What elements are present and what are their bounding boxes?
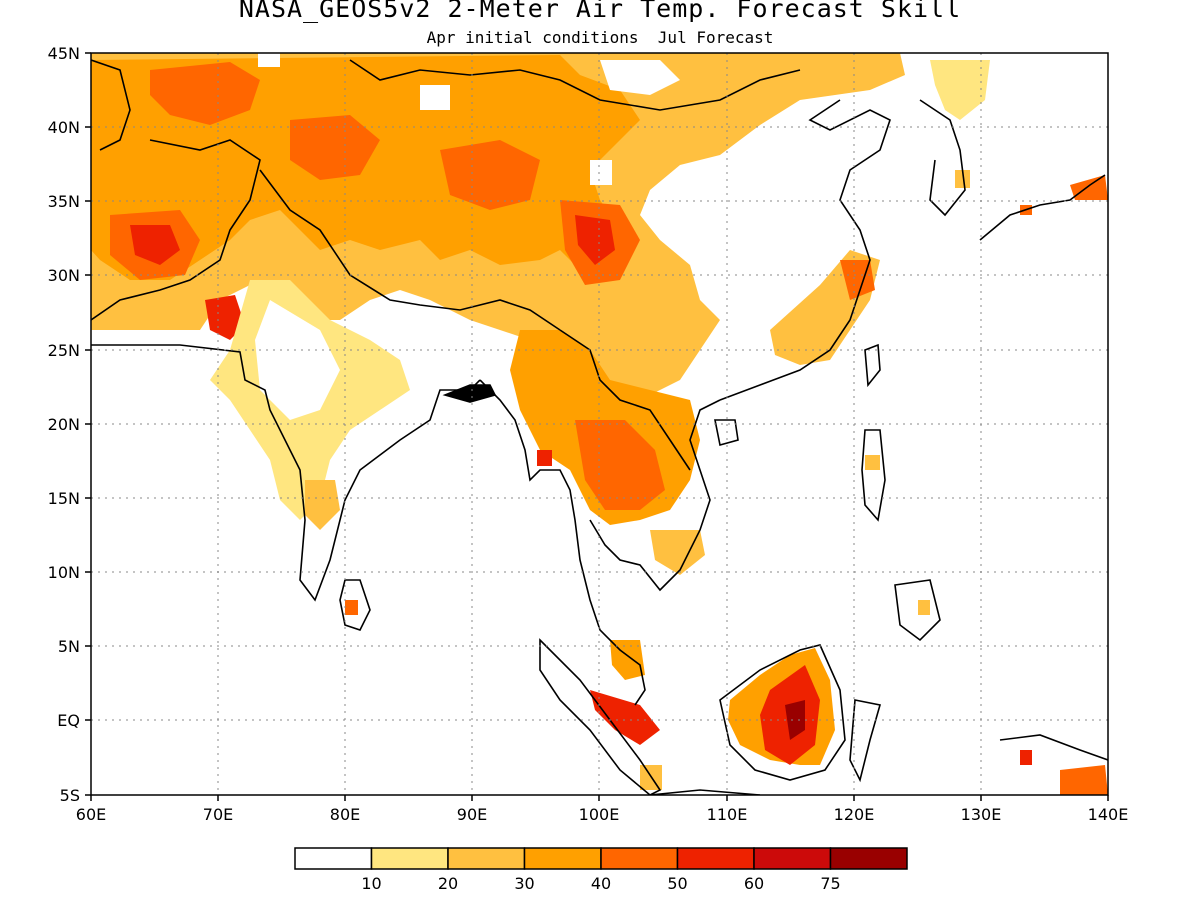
lat-tick-labels: 45N 40N 35N 30N 25N 20N 15N 10N 5N EQ 5S [48, 44, 80, 805]
skill-gap-qinghai [590, 160, 612, 185]
border-himalaya [259, 169, 561, 331]
lat-tick-label: 40N [48, 118, 80, 137]
skill-gap-india [255, 300, 340, 420]
coastline-bay-of-bengal-east [479, 379, 646, 706]
coastline-india [91, 344, 481, 602]
coastlines [91, 59, 1108, 795]
lon-tick-label: 60E [76, 805, 106, 824]
skill-gap-kazakh [258, 53, 280, 67]
colorbar-box [753, 847, 832, 870]
lon-tick-label: 140E [1088, 805, 1129, 824]
lat-tick-label: 45N [48, 44, 80, 63]
border-iran-afghan [91, 139, 261, 321]
coastline-taiwan [864, 343, 881, 388]
skill-region-india-south [305, 480, 340, 530]
lat-tick-label: 30N [48, 266, 80, 285]
skill-hotspot-new-guinea [1060, 765, 1108, 795]
coastline-hainan [714, 419, 739, 447]
lon-tick-labels: 60E 70E 80E 90E 100E 110E 120E 130E 140E [76, 805, 1129, 824]
coastline-srilanka [339, 579, 371, 631]
coastline-borneo [719, 644, 846, 781]
border-caspian [91, 59, 131, 151]
grid-lines [91, 53, 1108, 795]
skill-region-malaya [610, 640, 645, 680]
skill-hotspot-myanmar [537, 450, 552, 466]
skill-hotspot-pakistan [205, 295, 245, 340]
skill-region-luzon [865, 455, 880, 470]
colorbar-box [523, 847, 602, 870]
colorbar-box [447, 847, 526, 870]
coastline-java [649, 789, 761, 795]
lon-tick-label: 70E [203, 805, 233, 824]
skill-hotspot-iran-core [130, 225, 180, 265]
lat-tick-label: 10N [48, 563, 80, 582]
skill-region-vietnam-south [650, 530, 705, 575]
chart-title: NASA_GEOS5v2 2-Meter Air Temp. Forecast … [238, 0, 962, 23]
skill-hotspot-north-2 [290, 115, 380, 180]
skill-region-korea-south [955, 170, 970, 188]
skill-hotspot-china-core [575, 215, 615, 265]
lon-tick-label: 80E [330, 805, 360, 824]
lon-tick-label: 120E [834, 805, 875, 824]
skill-gap-tarim [420, 85, 450, 110]
lat-tick-label: EQ [57, 711, 80, 730]
coastline-china [719, 99, 891, 401]
coastline-japan [979, 174, 1106, 241]
coastline-indochina [589, 399, 721, 592]
lon-tick-label: 90E [457, 805, 487, 824]
colorbar-box [294, 847, 373, 870]
skill-hotspot-borneo-core [785, 700, 805, 740]
colorbar-box [829, 847, 908, 870]
lat-tick-label: 5S [60, 786, 80, 805]
colorbar-label: 75 [820, 874, 840, 893]
skill-hotspot-indochina [575, 420, 665, 510]
coastline-korea [919, 99, 966, 217]
coastline-sulawesi [849, 699, 882, 783]
colorbar-box [600, 847, 679, 870]
coastline-mindanao [894, 579, 941, 642]
colorbar-label: 60 [744, 874, 764, 893]
colorbar: 10 20 30 40 50 60 75 [294, 847, 908, 893]
colorbar-label: 10 [361, 874, 381, 893]
lon-tick-label: 110E [707, 805, 748, 824]
skill-gap-mongolia [600, 60, 680, 95]
tick-marks [85, 52, 1109, 801]
lat-tick-label: 5N [58, 637, 80, 656]
coastline-new-guinea [999, 734, 1108, 761]
lat-tick-label: 35N [48, 192, 80, 211]
coastline-sumatra [539, 638, 662, 795]
colorbar-label: 30 [514, 874, 534, 893]
skill-hotspot-new-guinea-2 [1020, 750, 1032, 765]
lat-tick-label: 20N [48, 415, 80, 434]
lat-tick-label: 25N [48, 341, 80, 360]
lat-tick-label: 15N [48, 489, 80, 508]
colorbar-label: 50 [667, 874, 687, 893]
colorbar-label: 40 [591, 874, 611, 893]
colorbar-box [370, 847, 449, 870]
colorbar-box [676, 847, 755, 870]
skill-hotspot-sumatra [590, 690, 660, 745]
bangladesh-delta [442, 384, 497, 403]
skill-hotspot-north-3 [440, 140, 540, 210]
colorbar-label: 20 [438, 874, 458, 893]
skill-field [91, 53, 1108, 795]
border-china-north [349, 59, 801, 111]
skill-region-mindanao [918, 600, 930, 615]
skill-hotspot-north-1 [150, 62, 260, 125]
lon-tick-label: 130E [961, 805, 1002, 824]
skill-region-korea [930, 60, 990, 120]
skill-hotspot-srilanka [345, 600, 358, 615]
chart-subtitle: Apr initial conditions Jul Forecast [426, 28, 774, 47]
coastline-luzon [861, 429, 886, 522]
lon-tick-label: 100E [579, 805, 620, 824]
